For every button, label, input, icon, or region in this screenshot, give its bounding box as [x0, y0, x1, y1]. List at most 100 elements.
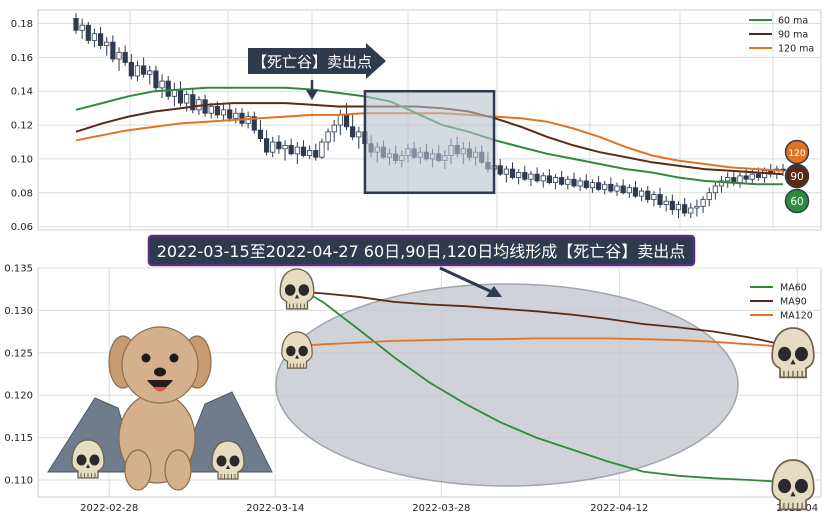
skull-icon [211, 440, 245, 480]
down-arrow-icon [306, 80, 318, 100]
candle-body [110, 41, 116, 60]
candle-body [276, 141, 282, 150]
skull-right-eye [298, 284, 310, 296]
skull-right-eye [298, 345, 308, 357]
top-legend: 60 ma 90 ma 120 ma [749, 16, 814, 55]
candle-body [282, 144, 288, 150]
bottom-xtick-label: 2022-03-14 [246, 503, 304, 514]
skull-nose [226, 465, 230, 469]
skull-nose [790, 491, 796, 497]
skull-nose [790, 359, 796, 365]
mountain-right [177, 391, 273, 473]
skull-nose [294, 294, 300, 299]
candle-body [128, 62, 134, 77]
bottom-legend-label: MA90 [780, 297, 807, 308]
candle-body [614, 185, 620, 192]
candle-body [263, 138, 270, 153]
candle-body [559, 177, 565, 185]
top-ytick-label: 0.06 [11, 222, 33, 233]
candle-body [534, 173, 540, 182]
ma-end-badge-label: 90 [790, 171, 803, 183]
bottom-legend-label: MA120 [780, 311, 813, 322]
dog-mouth [147, 380, 173, 389]
dog-left-leg [124, 449, 152, 491]
candle-body [632, 187, 639, 197]
skull-head [281, 331, 313, 369]
candle-body [190, 94, 196, 111]
candle-body [663, 200, 669, 206]
candle-body [251, 116, 257, 131]
skull-right-eye [89, 454, 100, 466]
candle-body [134, 65, 141, 77]
candle-body [595, 182, 602, 190]
mountain-left [47, 397, 139, 473]
skull-left-eye [76, 454, 87, 466]
top-candlestick-panel: 0.06 0.08 0.10 0.12 0.14 0.16 0.18 60 ma 90 ma 12… [11, 9, 822, 233]
candle-body [522, 172, 528, 180]
candle-body [227, 109, 233, 119]
annotation-overlay: 【死亡谷】卖出点 2022-03-15至2022-04-27 60日,90日,12… [47, 43, 815, 511]
ma-end-badge [784, 163, 810, 189]
dog-tongue [153, 387, 167, 392]
candle-body [288, 144, 294, 155]
candle-body [706, 192, 712, 200]
bottom-xtick-label: 2022-02-28 [80, 503, 138, 514]
candle-body [104, 41, 110, 46]
candle-body [270, 141, 276, 153]
candle-body [79, 24, 85, 31]
candle-body [761, 170, 768, 178]
candle-body [337, 114, 343, 126]
dog-nose [154, 367, 166, 377]
candle-body [718, 180, 725, 187]
bottom-ytick-label: 0.120 [4, 391, 33, 402]
highlight-ellipse [275, 283, 739, 487]
candle-body [300, 146, 307, 156]
skull-left-eye [286, 345, 296, 357]
bottom-legend: MA60 MA90 MA120 [750, 283, 813, 322]
ma-end-badge [784, 188, 810, 214]
candle-body [700, 199, 706, 207]
death-valley-box [363, 89, 496, 195]
candle-body [184, 94, 190, 104]
skull-nose [86, 464, 90, 468]
top-ytick-label: 0.14 [11, 87, 33, 98]
candle-body [694, 205, 700, 209]
candle-body [675, 204, 682, 211]
dog-left-eye [141, 353, 151, 363]
ma-end-badge [784, 139, 810, 165]
skull-right-eye [794, 346, 808, 362]
skull-left-eye [778, 478, 792, 494]
candle-body [147, 70, 153, 75]
pointer-arrow-shaft [439, 266, 493, 294]
candle-body [141, 65, 147, 75]
skull-head [771, 327, 815, 379]
pointer-arrow-head [486, 286, 502, 297]
candle-body [313, 150, 319, 158]
candle-body [239, 112, 245, 124]
skull-icon [279, 268, 315, 310]
bottom-ytick-label: 0.110 [4, 476, 33, 487]
candle-body [571, 178, 577, 187]
candle-body [257, 129, 264, 140]
skull-head [71, 439, 105, 479]
candle-body [97, 33, 104, 46]
candle-body [528, 173, 534, 180]
candle-body [509, 168, 516, 178]
skull-teeth [80, 473, 96, 478]
ma-end-badge-label: 60 [790, 196, 803, 208]
candle-body [220, 109, 227, 116]
top-legend-label: 60 ma [778, 16, 808, 27]
dog-head [121, 326, 199, 404]
title-banner-box [147, 234, 696, 267]
candle-body [743, 175, 749, 180]
candle-body [725, 177, 731, 182]
banner-arrow-shape [248, 43, 386, 79]
skull-left-eye [778, 346, 792, 362]
candle-body [639, 190, 645, 197]
skull-icon [771, 327, 815, 379]
candle-body [116, 51, 122, 60]
candle-body [608, 183, 614, 192]
candle-body [565, 178, 571, 185]
candle-body [682, 204, 688, 214]
candle-body [165, 80, 171, 97]
